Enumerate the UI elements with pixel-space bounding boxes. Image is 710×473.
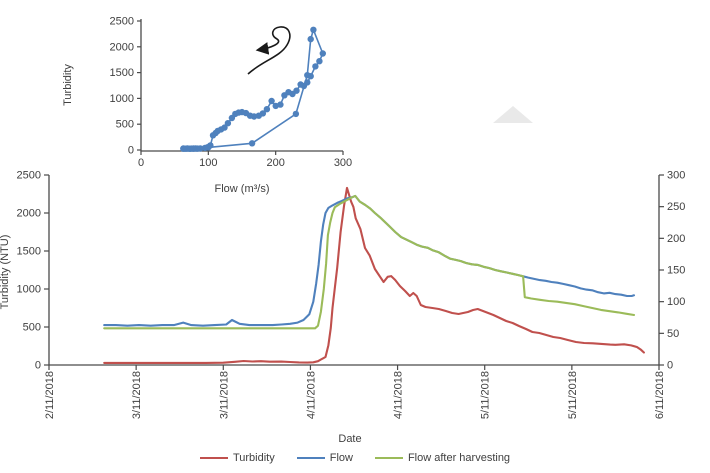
inset-hysteresis-chart: 0 500 1000 1500 2000 2500 0 100 200 300 [110,16,353,170]
inset-data-point [281,92,288,99]
inset-x-tick-label: 0 [138,157,144,169]
main-x-tick-label: 3/11/2018 [131,371,143,419]
legend-item-flow: Flow [296,452,353,464]
main-x-tick-label: 3/11/2018 [218,371,230,419]
inset-y-tick-label: 2000 [110,41,134,53]
main-x-tick-label: 5/11/2018 [567,371,579,419]
inset-data-point [297,81,304,88]
inset-data-point [268,97,275,105]
main-right-tick-label: 250 [667,201,685,213]
legend-item-turbidity: Turbidity [199,452,275,464]
main-left-tick-label: 0 [35,360,41,372]
main-x-tick-label: 2/11/2018 [44,371,56,419]
main-left-tick-label: 2000 [17,208,41,220]
main-timeseries-chart: 0 500 1000 1500 2000 2500 0 50 100 150 200 250 300 2/… [17,170,686,420]
hysteresis-direction-arrow-icon [247,26,291,75]
inset-data-point [310,26,317,33]
inset-series-line [183,28,324,150]
main-left-tick-label: 500 [23,322,41,334]
inset-x-tick-label: 200 [266,157,284,169]
main-right-tick-label: 300 [667,170,685,182]
main-x-tick-label: 4/11/2018 [393,371,405,419]
inset-x-tick-label: 300 [334,157,352,169]
main-series-flow-after-harvesting [103,194,636,330]
inset-x-axis-title: Flow (m³/s) [215,183,270,195]
main-right-tick-label: 150 [667,265,685,277]
inset-data-point [307,73,314,80]
legend-label: Flow [329,452,353,464]
main-series-turbidity [103,186,645,364]
main-right-tick-label: 100 [667,296,685,308]
inset-data-point [255,112,262,119]
main-series-flow [103,194,636,327]
inset-data-point [224,120,232,127]
main-x-tick-label: 6/11/2018 [654,371,666,419]
main-right-tick-label: 50 [667,328,679,340]
inset-data-point [292,110,300,118]
inset-y-tick-label: 2500 [110,16,134,28]
turbidity-line-swatch [199,457,228,459]
inset-data-point [312,63,319,70]
main-right-tick-label: 0 [667,360,673,372]
main-left-tick-label: 2500 [17,170,41,182]
inset-data-point [272,102,279,110]
main-y-axis-title: Turbidity (NTU) [0,235,11,310]
inset-data-point [248,140,256,147]
inset-data-point [201,144,209,152]
watermark-triangle [493,106,533,123]
inset-data-point [209,132,217,139]
main-x-tick-label: 5/11/2018 [480,371,492,419]
inset-data-point [228,114,236,122]
inset-data-point [316,58,323,65]
inset-y-tick-label: 1000 [110,93,134,105]
main-x-tick-label: 4/11/2018 [305,371,317,419]
legend-label: Flow after harvesting [407,452,511,464]
legend: Turbidity Flow Flow after harvesting [0,452,710,464]
inset-y-tick-label: 500 [116,119,134,131]
main-axis-line [48,175,660,366]
main-x-axis-title: Date [338,433,361,445]
inset-y-tick-label: 0 [128,145,134,157]
legend-item-flow-after-harvesting: Flow after harvesting [374,452,511,464]
inset-y-tick-label: 1500 [110,67,134,79]
inset-data-point [263,106,271,113]
inset-data-point [180,145,187,152]
legend-label: Turbidity [232,452,275,464]
flow-after-harvesting-line-swatch [374,457,403,459]
main-left-tick-label: 1500 [17,246,41,258]
inset-y-axis-title: Turbidity [62,64,74,106]
flow-line-swatch [296,457,325,459]
main-left-tick-label: 1000 [17,284,41,296]
inset-data-point [307,35,314,43]
inset-data-point [319,50,326,57]
main-right-tick-label: 200 [667,233,685,245]
inset-x-tick-label: 100 [199,157,217,169]
